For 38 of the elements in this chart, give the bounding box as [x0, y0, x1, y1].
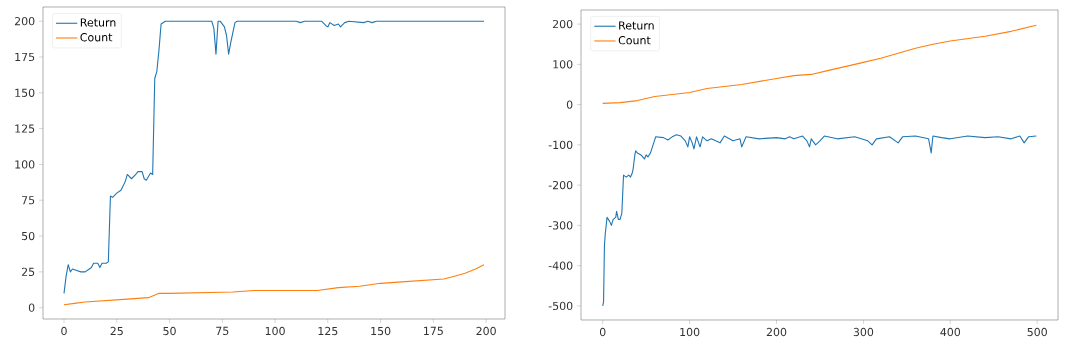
x-tick-label: 300 [853, 327, 874, 337]
line-series [63, 20, 485, 294]
x-tick-label: 75 [216, 326, 229, 336]
y-tick-label: -400 [548, 261, 573, 270]
x-tick-label: 0 [599, 327, 606, 337]
y-tick-label: 100 [15, 160, 35, 169]
line-series [602, 134, 1037, 307]
x-tick-label: 150 [371, 326, 391, 336]
legend-label: Return [619, 21, 654, 30]
y-tick-label: 0 [28, 303, 35, 312]
x-tick-label: 200 [766, 327, 787, 337]
y-tick-label: 200 [14, 17, 35, 26]
x-tick-label: 25 [110, 326, 123, 336]
x-tick-label: 0 [61, 326, 67, 336]
x-tick-label: 100 [265, 326, 285, 336]
y-tick-label: -300 [548, 221, 573, 230]
y-tick-label: -100 [548, 140, 573, 150]
x-tick-label: 100 [680, 327, 700, 337]
legend-label: Count [80, 33, 113, 42]
y-tick-label: 125 [15, 124, 35, 133]
y-tick-label: 100 [553, 60, 573, 69]
y-tick-label: 50 [21, 231, 35, 241]
x-tick-label: 125 [318, 326, 338, 336]
y-tick-label: -200 [548, 180, 573, 190]
y-tick-label: 0 [566, 100, 573, 109]
y-tick-label: 150 [15, 88, 35, 97]
x-tick-label: 200 [476, 326, 496, 336]
y-tick-label: 200 [552, 19, 573, 29]
x-tick-label: 500 [1027, 327, 1047, 337]
y-tick-label: 175 [15, 52, 35, 62]
legend-label: Count [618, 36, 651, 45]
x-tick-label: 50 [163, 326, 176, 336]
x-tick-label: 400 [940, 327, 961, 337]
y-tick-label: 75 [22, 196, 35, 205]
y-tick-label: 25 [21, 267, 35, 277]
y-tick-label: -500 [548, 301, 573, 311]
legend-label: Return [80, 18, 116, 27]
x-tick-label: 175 [424, 326, 443, 336]
